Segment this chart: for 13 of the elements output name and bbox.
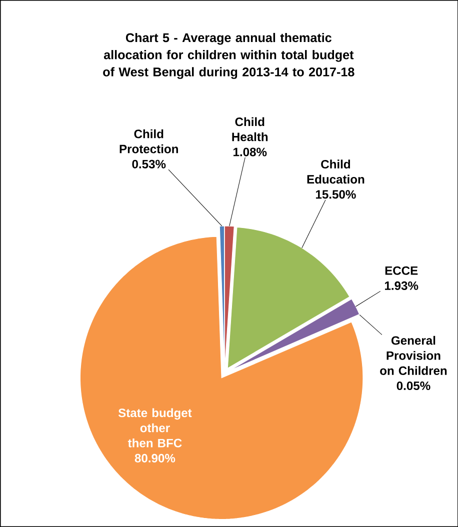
slice-label: Child Health [232, 117, 268, 142]
data-label: 80.90% [134, 454, 175, 462]
data-label: 1.08% [233, 148, 267, 156]
data-label: 0.53% [132, 160, 166, 168]
slice-label: Child Education [307, 160, 364, 184]
slice-label: General Provision on Children [380, 336, 446, 375]
chart-title: Chart 5 - Average annual thematic allocation for children within total budget of West Bengal during 2013-14 to 2017-18 [102, 32, 354, 79]
data-label: 0.05% [396, 382, 430, 390]
data-label: 15.50% [316, 190, 356, 199]
data-label: 1.93% [384, 281, 418, 290]
slice-label: ECCE [385, 266, 418, 275]
slice-label: State budget other then BFC [118, 408, 192, 448]
slice-label: Child Protection [120, 129, 178, 154]
